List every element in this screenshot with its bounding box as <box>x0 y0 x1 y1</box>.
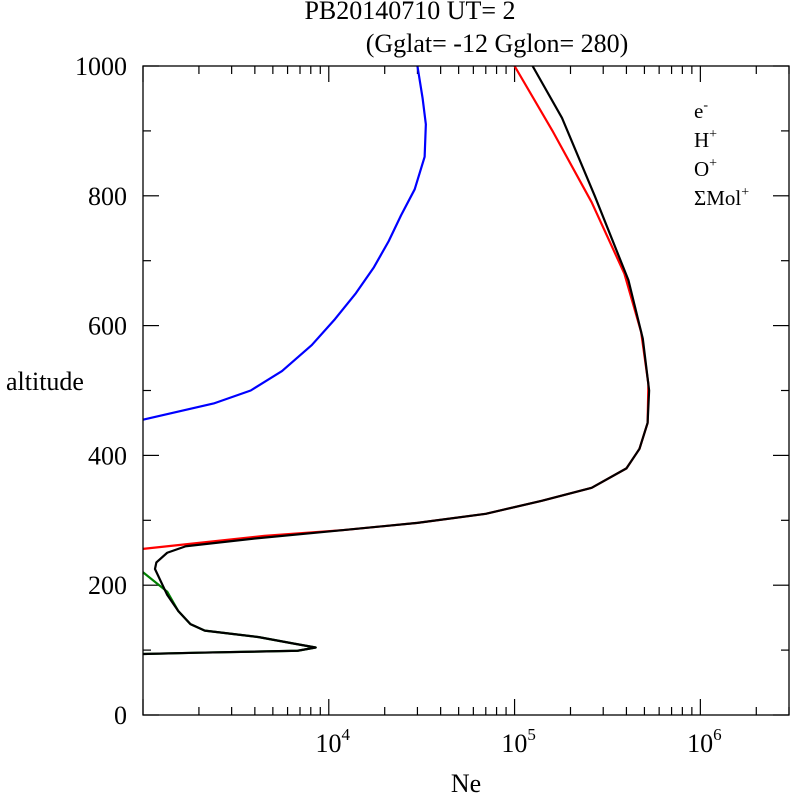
y-tick-label: 800 <box>88 182 127 211</box>
x-tick-label: 104 <box>316 725 351 758</box>
x-tick-label: 106 <box>687 725 722 758</box>
y-tick-label: 200 <box>88 571 127 600</box>
y-tick-label: 400 <box>88 441 127 470</box>
chart-subtitle: (Gglat= -12 Gglon= 280) <box>366 29 629 58</box>
plot-frame <box>142 65 790 716</box>
axis-ticks <box>142 65 790 716</box>
x-tick-labels: 104 105 106 <box>316 725 722 758</box>
y-tick-label: 1000 <box>75 52 127 81</box>
series-line-h <box>142 65 427 421</box>
legend-entry: e- <box>694 98 708 123</box>
x-axis-label: Ne <box>451 769 481 795</box>
series-layer <box>142 65 651 656</box>
x-tick-label: 105 <box>501 725 536 758</box>
series-line-o <box>142 65 650 550</box>
legend-entry: ΣMol+ <box>694 185 749 210</box>
legend: e- H+ O+ ΣMol+ <box>694 98 749 210</box>
y-tick-labels: 0 200 400 600 800 1000 <box>75 52 127 730</box>
legend-entry: H+ <box>694 127 717 152</box>
chart-title: PB20140710 UT= 2 <box>304 0 515 25</box>
y-axis-label: altitude <box>6 367 84 396</box>
legend-entry: O+ <box>694 156 717 181</box>
series-line-e <box>142 65 651 656</box>
y-tick-label: 600 <box>88 312 127 341</box>
y-tick-label: 0 <box>114 701 127 730</box>
